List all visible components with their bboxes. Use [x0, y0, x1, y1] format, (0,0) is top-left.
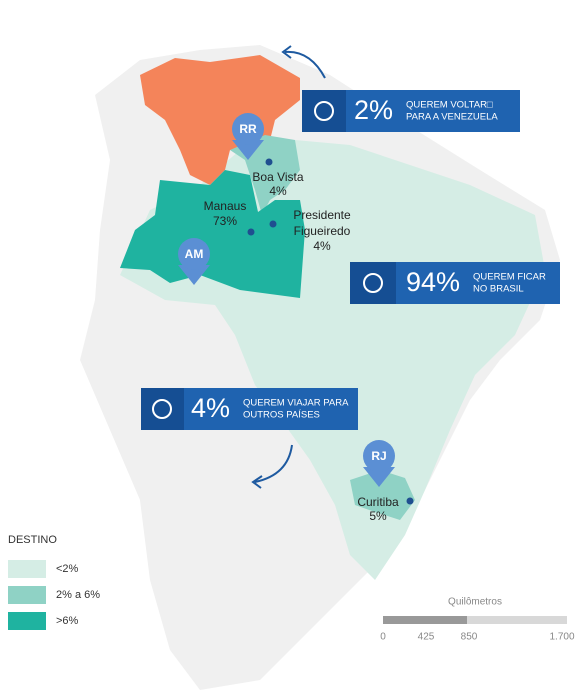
callout: 2% QUEREM VOLTAR□ PARA A VENEZUELA [302, 90, 520, 132]
scale-tick: 850 [461, 632, 478, 643]
legend-swatch [8, 612, 46, 630]
legend-swatch [8, 560, 46, 578]
marker-label: AM [185, 247, 204, 261]
city-share: 4% [269, 184, 287, 198]
callout: 4% QUEREM VIAJAR PARA OUTROS PAÍSES [141, 388, 358, 430]
callout-text: NO BRASIL [473, 284, 524, 295]
scale-tick: 425 [418, 632, 435, 643]
scale-tick: 1.700 [549, 632, 574, 643]
scale-title: Quilômetros [448, 597, 502, 608]
marker: AM [178, 238, 210, 285]
marker: RR [232, 113, 264, 160]
city-share: 4% [313, 239, 331, 253]
arrow [251, 444, 293, 489]
legend-title: DESTINO [8, 534, 57, 546]
callout-percent: 94% [406, 267, 460, 297]
marker-label: RJ [371, 449, 386, 463]
scale-bar [383, 616, 467, 624]
city-dot [269, 220, 277, 228]
callout-text: QUEREM VIAJAR PARA [243, 398, 349, 409]
callout-text: PARA A VENEZUELA [406, 112, 498, 123]
legend-swatch [8, 586, 46, 604]
legend-label: 2% a 6% [56, 589, 100, 601]
city-share: 73% [213, 214, 237, 228]
callout-text: QUEREM FICAR [473, 272, 546, 283]
legend-label: <2% [56, 563, 79, 575]
callout-percent: 4% [191, 393, 230, 423]
city-dot [406, 497, 414, 505]
legend-label: >6% [56, 615, 79, 627]
marker-label: RR [239, 122, 257, 136]
callout-percent: 2% [354, 95, 393, 125]
city-name: Figueiredo [294, 224, 351, 238]
marker: RJ [363, 440, 395, 487]
scale-tick: 0 [380, 632, 386, 643]
city-name: Curitiba [357, 495, 399, 509]
parana [350, 470, 415, 520]
city-name: Boa Vista [252, 170, 303, 184]
city-dot [247, 228, 255, 236]
city-name: Manaus [204, 199, 247, 213]
callout: 94% QUEREM FICAR NO BRASIL [350, 262, 560, 304]
arrow [281, 45, 326, 79]
amazonas [120, 170, 305, 298]
venezuela [140, 55, 300, 185]
scale-bar [467, 616, 567, 624]
callout-text: QUEREM VOLTAR□ [406, 100, 493, 111]
callout-text: OUTROS PAÍSES [243, 410, 320, 421]
city-dot [265, 158, 273, 166]
city-share: 5% [369, 509, 387, 523]
city-name: Presidente [293, 208, 351, 222]
